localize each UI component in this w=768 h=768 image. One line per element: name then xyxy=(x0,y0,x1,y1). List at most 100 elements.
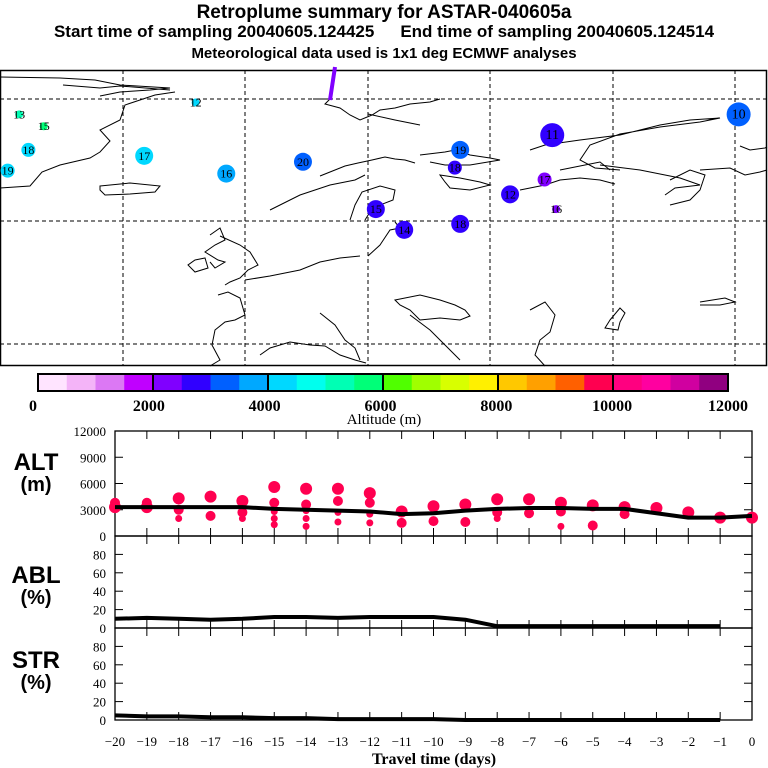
alt-ytick-label: 12000 xyxy=(74,424,107,439)
alt-cluster-dot xyxy=(554,496,567,509)
x-tick-label: −10 xyxy=(423,734,443,749)
alt-cluster-dot xyxy=(301,499,312,510)
abl-ytick-label: 20 xyxy=(93,603,106,618)
coastline xyxy=(599,164,701,196)
map-cluster: 19 xyxy=(451,140,470,159)
alt-cluster-dot xyxy=(302,522,310,530)
cluster-dot xyxy=(540,123,565,148)
x-tick-label: −4 xyxy=(618,734,632,749)
alt-cluster-dot xyxy=(364,497,375,508)
altitude-colorbar: 0 2000 4000 6000 8000 10000 12000 Altitude (m) xyxy=(29,373,748,428)
cluster-dot xyxy=(451,140,470,159)
cluster-dot xyxy=(501,185,520,204)
x-tick-label: −17 xyxy=(200,734,221,749)
alt-series-line xyxy=(115,505,753,520)
str-unit: (%) xyxy=(20,672,52,694)
map-cluster: 13 xyxy=(13,107,25,121)
coastline xyxy=(313,98,441,121)
met-data-label: Meteorological data used is 1x1 deg ECMW… xyxy=(191,45,577,62)
x-tick-label: −9 xyxy=(458,734,472,749)
colorbar-swatch xyxy=(699,374,729,391)
map-cluster: 18 xyxy=(447,160,462,175)
x-tick-label: −12 xyxy=(360,734,380,749)
alt-cluster-dot xyxy=(302,515,310,522)
cluster-dot xyxy=(447,160,462,175)
abl-unit: (%) xyxy=(20,587,52,609)
cluster-dot xyxy=(395,220,414,239)
alt-unit: (m) xyxy=(20,474,52,496)
alt-ytick-label: 9000 xyxy=(80,450,106,465)
cluster-dot xyxy=(0,163,15,178)
coastline xyxy=(604,307,626,331)
coastline xyxy=(219,235,259,286)
colorbar-swatch xyxy=(210,374,240,391)
alt-cluster-dot xyxy=(269,497,280,508)
colorbar-swatch xyxy=(325,374,355,391)
cluster-label: 17 xyxy=(138,149,150,163)
alt-cluster-dot xyxy=(396,517,407,528)
alt-cluster-dot xyxy=(427,500,440,513)
x-tick-label: −8 xyxy=(490,734,504,749)
colorbar-swatch xyxy=(670,374,700,391)
str-label: STR xyxy=(12,647,60,674)
alt-cluster-dot xyxy=(334,518,342,526)
abl-series-line xyxy=(114,614,721,629)
cluster-label: 18 xyxy=(454,217,466,231)
colorbar-swatch xyxy=(153,374,183,391)
map-cluster: 20 xyxy=(293,152,312,171)
x-tick-label: −14 xyxy=(296,734,317,749)
x-tick-label: −18 xyxy=(169,734,189,749)
x-axis-title: Travel time (days) xyxy=(372,751,496,768)
cluster-label: 19 xyxy=(454,143,466,157)
alt-cluster-dot xyxy=(270,521,278,529)
abl-ytick-label: 40 xyxy=(93,584,106,599)
map-frame xyxy=(0,69,768,367)
alt-cluster-dot xyxy=(204,490,217,503)
colorbar-tick-label: 12000 xyxy=(708,398,748,415)
cluster-label: 16 xyxy=(220,167,232,181)
alt-cluster-dot xyxy=(331,482,344,495)
cluster-dot xyxy=(135,146,154,165)
alt-ytick-label: 3000 xyxy=(80,503,106,518)
x-tick-label: −1 xyxy=(713,734,727,749)
cluster-dot xyxy=(39,122,48,131)
coastline xyxy=(319,156,416,177)
str-panel-label: STR (%) xyxy=(6,647,66,695)
coastline xyxy=(529,301,556,367)
alt-cluster-dot xyxy=(587,520,598,531)
x-tick-label: −13 xyxy=(328,734,348,749)
alt-cluster-dot xyxy=(332,496,343,506)
cluster-label: 18 xyxy=(449,161,461,175)
map-cluster: 12 xyxy=(190,96,202,110)
x-tick-label: 0 xyxy=(749,734,756,749)
colorbar-swatch xyxy=(584,374,614,391)
alt-panel: 0 3000 6000 9000 12000 xyxy=(74,424,758,544)
alt-ytick-label: 6000 xyxy=(80,477,106,492)
colorbar-swatch xyxy=(383,374,413,391)
cluster-dot xyxy=(21,142,36,157)
map-cluster: 14 xyxy=(395,220,414,239)
coastline xyxy=(438,174,492,191)
map-cluster: 17 xyxy=(537,172,552,187)
cluster-dot xyxy=(191,98,200,107)
str-ytick-label: 0 xyxy=(100,713,107,728)
colorbar-tick-label: 6000 xyxy=(365,398,397,415)
map-cluster: 16 xyxy=(550,202,562,216)
cluster-label: 17 xyxy=(539,173,551,187)
coastline xyxy=(259,341,367,364)
alt-cluster-dot xyxy=(557,522,565,530)
cluster-label: 13 xyxy=(13,107,25,121)
x-tick-label: −20 xyxy=(105,734,125,749)
colorbar-tick-label: 10000 xyxy=(592,398,632,415)
alt-label: ALT xyxy=(13,449,59,476)
colorbar-swatch xyxy=(440,374,470,391)
colorbar-tick-label: 2000 xyxy=(133,398,165,415)
cluster-dot xyxy=(293,152,312,171)
abl-ytick-label: 80 xyxy=(93,547,106,562)
alt-cluster-dot xyxy=(428,516,439,527)
sampling-times: Start time of sampling 20040605.124425 En… xyxy=(0,22,768,42)
cluster-dot xyxy=(726,102,751,127)
str-panel: 0 20 40 60 80 xyxy=(93,627,753,728)
alt-cluster-dot xyxy=(268,481,281,493)
